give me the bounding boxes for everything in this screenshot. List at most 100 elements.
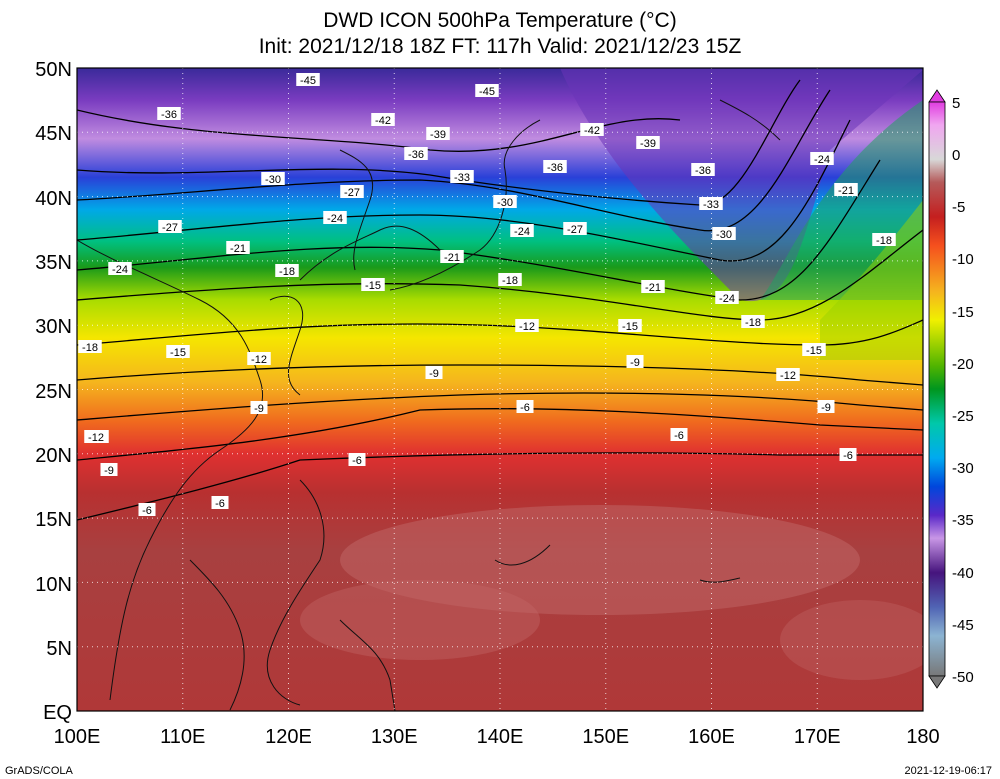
svg-text:-24: -24 bbox=[514, 226, 530, 238]
colorbar-ticks: 5 0 -5 -10 -15 -20 -25 -30 -35 -40 -45 -… bbox=[952, 95, 974, 686]
contour-label: -12 bbox=[84, 430, 108, 444]
colorbar-bottom-arrow bbox=[928, 675, 946, 689]
contour-label: -39 bbox=[636, 136, 660, 150]
lon-label: 180 bbox=[906, 726, 939, 748]
contour-label: -15 bbox=[166, 345, 190, 359]
svg-text:-24: -24 bbox=[112, 264, 128, 276]
svg-text:-45: -45 bbox=[300, 75, 316, 87]
svg-text:-24: -24 bbox=[814, 154, 830, 166]
svg-text:-15: -15 bbox=[365, 280, 381, 292]
svg-text:-21: -21 bbox=[444, 252, 460, 264]
colorbar-tick: -25 bbox=[952, 408, 974, 425]
contour-label: -45 bbox=[296, 73, 320, 87]
svg-text:-27: -27 bbox=[162, 222, 178, 234]
contour-label: -6 bbox=[670, 428, 688, 442]
timestamp-text: 2021-12-19-06:17 bbox=[904, 765, 992, 777]
contour-label: -27 bbox=[563, 222, 587, 236]
contour-label: -6 bbox=[138, 503, 156, 517]
svg-text:-30: -30 bbox=[265, 174, 281, 186]
lat-label: 10N bbox=[35, 574, 72, 596]
svg-text:-27: -27 bbox=[344, 187, 360, 199]
contour-label: -12 bbox=[247, 352, 271, 366]
svg-text:-6: -6 bbox=[843, 450, 853, 462]
map-subtitle: Init: 2021/12/18 18Z FT: 117h Valid: 202… bbox=[258, 35, 742, 58]
contour-label: -21 bbox=[440, 250, 464, 264]
contour-label: -9 bbox=[817, 400, 835, 414]
svg-text:-12: -12 bbox=[780, 370, 796, 382]
svg-text:-6: -6 bbox=[142, 505, 152, 517]
contour-labels: -45 -45 -36 -42 -39 -42 -39 -36 -36 -36 -30 -33 -33 -… bbox=[78, 73, 896, 517]
lon-label: 160E bbox=[688, 726, 735, 748]
plot-frame bbox=[76, 67, 924, 712]
colorbar-tick: -30 bbox=[952, 460, 974, 477]
svg-text:-21: -21 bbox=[230, 243, 246, 255]
svg-text:-33: -33 bbox=[703, 199, 719, 211]
svg-text:-12: -12 bbox=[251, 354, 267, 366]
svg-text:-15: -15 bbox=[806, 345, 822, 357]
colorbar: 5 0 -5 -10 -15 -20 -25 -30 -35 -40 -45 -… bbox=[928, 89, 974, 689]
colorbar-tick: -40 bbox=[952, 565, 974, 582]
svg-text:-24: -24 bbox=[719, 293, 735, 305]
svg-text:-6: -6 bbox=[215, 498, 225, 510]
svg-text:-15: -15 bbox=[622, 321, 638, 333]
contour-label: -9 bbox=[100, 463, 118, 477]
contour-label: -9 bbox=[425, 366, 443, 380]
contour-label: -30 bbox=[261, 172, 285, 186]
lon-label: 130E bbox=[371, 726, 418, 748]
colorbar-tick: -10 bbox=[952, 251, 974, 268]
lon-label: 100E bbox=[54, 726, 101, 748]
svg-text:-36: -36 bbox=[547, 162, 563, 174]
graticule bbox=[77, 68, 923, 711]
svg-text:-18: -18 bbox=[876, 235, 892, 247]
svg-text:-39: -39 bbox=[430, 129, 446, 141]
contour-label: -15 bbox=[802, 343, 826, 357]
contour-label: -27 bbox=[158, 220, 182, 234]
contour-label: -18 bbox=[872, 233, 896, 247]
contour-label: -24 bbox=[323, 211, 347, 225]
svg-text:-15: -15 bbox=[170, 347, 186, 359]
svg-text:-12: -12 bbox=[519, 321, 535, 333]
svg-text:-12: -12 bbox=[88, 432, 104, 444]
lat-label: 40N bbox=[35, 188, 72, 210]
lat-label: 25N bbox=[35, 381, 72, 403]
svg-text:-6: -6 bbox=[674, 430, 684, 442]
svg-text:-33: -33 bbox=[454, 172, 470, 184]
contour-label: -27 bbox=[340, 185, 364, 199]
lat-label: 30N bbox=[35, 316, 72, 338]
contour-label: -12 bbox=[776, 368, 800, 382]
contour-label: -36 bbox=[157, 107, 181, 121]
svg-text:-42: -42 bbox=[375, 115, 391, 127]
svg-text:-9: -9 bbox=[821, 402, 831, 414]
contour-label: -15 bbox=[361, 278, 385, 292]
lat-label: 15N bbox=[35, 509, 72, 531]
contour-label: -39 bbox=[426, 127, 450, 141]
svg-text:-9: -9 bbox=[429, 368, 439, 380]
svg-text:-36: -36 bbox=[408, 149, 424, 161]
contour-label: -24 bbox=[715, 291, 739, 305]
svg-text:-39: -39 bbox=[640, 138, 656, 150]
contour-label: -21 bbox=[641, 280, 665, 294]
contour-label: -18 bbox=[78, 340, 102, 354]
svg-text:-21: -21 bbox=[645, 282, 661, 294]
svg-text:-36: -36 bbox=[695, 165, 711, 177]
longitude-axis: 100E 110E 120E 130E 140E 150E 160E 170E … bbox=[54, 726, 940, 748]
contour-label: -6 bbox=[516, 400, 534, 414]
svg-text:-18: -18 bbox=[279, 266, 295, 278]
contour-label: -36 bbox=[404, 147, 428, 161]
contour-label: -6 bbox=[211, 496, 229, 510]
svg-text:-9: -9 bbox=[630, 357, 640, 369]
contour-label: -18 bbox=[741, 315, 765, 329]
credit-text: GrADS/COLA bbox=[5, 765, 73, 777]
contour-label: -24 bbox=[108, 262, 132, 276]
contour-label: -36 bbox=[691, 163, 715, 177]
svg-text:-45: -45 bbox=[479, 86, 495, 98]
contour-label: -33 bbox=[450, 170, 474, 184]
contour-label: -9 bbox=[626, 355, 644, 369]
colorbar-tick: -50 bbox=[952, 669, 974, 686]
svg-text:-42: -42 bbox=[584, 125, 600, 137]
svg-text:-24: -24 bbox=[327, 213, 343, 225]
svg-text:-36: -36 bbox=[161, 109, 177, 121]
contour-label: -24 bbox=[510, 224, 534, 238]
lon-label: 150E bbox=[582, 726, 629, 748]
